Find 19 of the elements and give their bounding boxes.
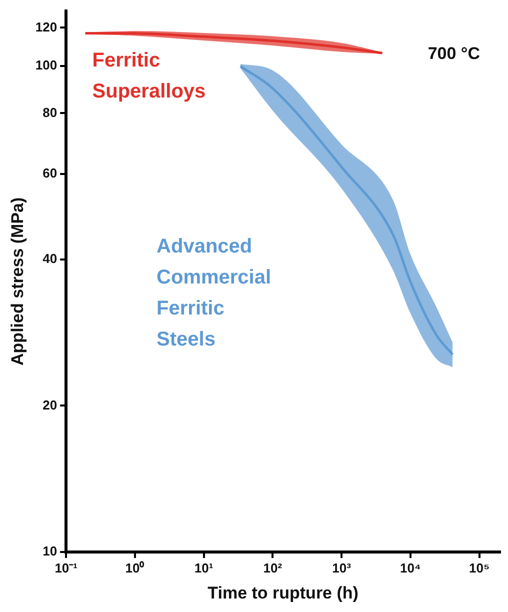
y-tick-label: 80: [42, 104, 58, 120]
y-axis-title: Applied stress (MPa): [8, 197, 27, 366]
x-tick-label: 10⁵: [468, 560, 490, 576]
y-tick-label: 10: [42, 544, 58, 559]
x-tick-label: 10⁻¹: [54, 560, 78, 576]
x-tick-label: 10³: [332, 560, 352, 576]
x-axis-title: Time to rupture (h): [208, 583, 358, 602]
y-tick-label: 20: [42, 397, 58, 412]
y-tick-label: 120: [35, 19, 58, 34]
x-tick-label: 10⁰: [125, 560, 145, 576]
x-tick-label: 10²: [263, 560, 283, 576]
y-tick-label: 40: [42, 251, 58, 266]
series-label: Ferritic Superalloys: [92, 50, 206, 103]
y-tick-label: 100: [35, 58, 58, 73]
y-tick-label: 60: [42, 166, 58, 181]
text: Advanced Commercial Ferritic Steels: [156, 236, 272, 351]
x-tick-label: 10⁴: [400, 560, 421, 576]
x-tick-label: 10¹: [194, 560, 214, 576]
annotation: 700 °C: [428, 44, 480, 63]
